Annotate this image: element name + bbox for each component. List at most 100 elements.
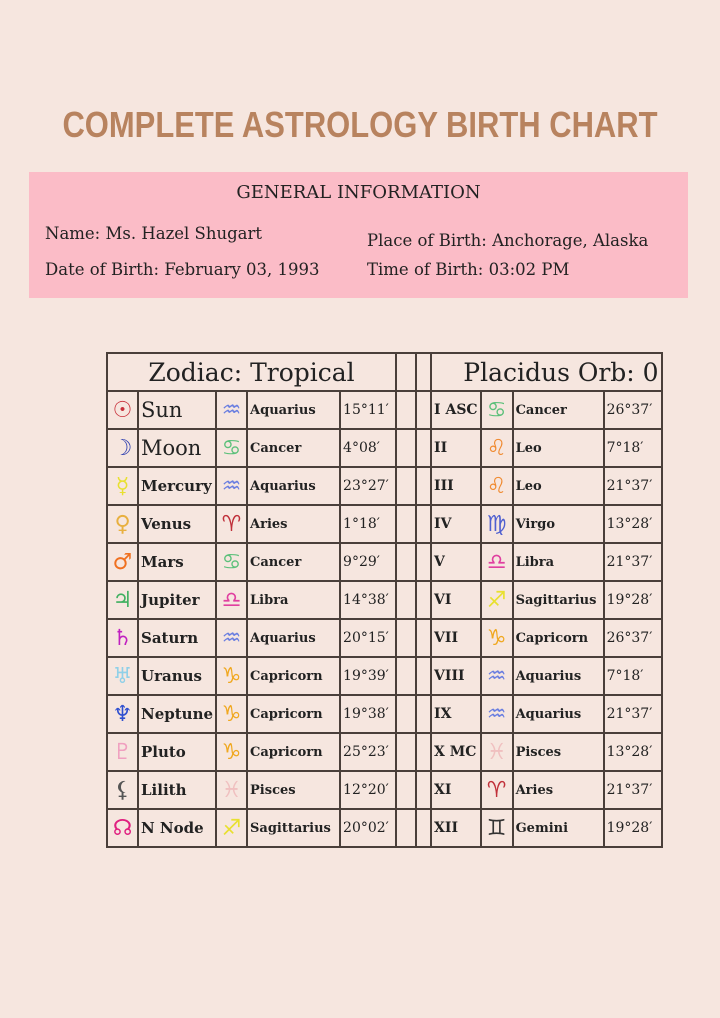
house-number: V: [430, 542, 482, 582]
table-row: ♇︎ Pluto ♑︎ Capricorn 25°23′ X MC ♓︎ Pisces 13°2…: [106, 732, 663, 772]
house-degree: 21°37′: [602, 770, 663, 810]
planet-name: Mars: [136, 542, 218, 582]
sun-icon: ☉︎: [106, 390, 139, 430]
empty-cell: [395, 770, 418, 810]
spacer-cell: [415, 618, 433, 658]
pisces-icon: ♓︎: [479, 732, 514, 772]
planet-name: N Node: [136, 808, 218, 848]
house-degree: 19°28′: [602, 580, 663, 620]
capricorn-icon: ♑︎: [215, 694, 249, 734]
planet-degree: 4°08′: [339, 428, 398, 468]
house-sign: Pisces: [511, 732, 605, 772]
general-information-panel: GENERAL INFORMATION Name: Ms. Hazel Shug…: [29, 172, 688, 298]
house-number: XII: [430, 808, 482, 848]
aquarius-icon: ♒︎: [479, 694, 514, 734]
house-sign: Sagittarius: [511, 580, 605, 620]
planet-sign: Sagittarius: [246, 808, 342, 848]
capricorn-icon: ♑︎: [215, 656, 249, 696]
planet-degree: 12°20′: [339, 770, 398, 810]
spacer-cell: [415, 732, 433, 772]
spacer-cell: [415, 504, 433, 544]
empty-cell: [395, 466, 418, 506]
planet-name: Moon: [136, 428, 218, 468]
cancer-icon: ♋︎: [479, 390, 514, 430]
house-degree: 13°28′: [602, 504, 663, 544]
planet-name: Sun: [136, 390, 218, 430]
spacer-cell: [415, 428, 433, 468]
house-number: III: [430, 466, 482, 506]
planet-degree: 14°38′: [339, 580, 398, 620]
planet-degree: 20°02′: [339, 808, 398, 848]
planet-degree: 15°11′: [339, 390, 398, 430]
table-row: ☊︎ N Node ♐︎ Sagittarius 20°02′ XII ♊︎ Gemini 19…: [106, 808, 663, 848]
empty-cell: [395, 542, 418, 582]
empty-cell: [395, 808, 418, 848]
capricorn-icon: ♑︎: [479, 618, 514, 658]
house-sign: Libra: [511, 542, 605, 582]
planet-name: Lilith: [136, 770, 218, 810]
planet-sign: Aquarius: [246, 466, 342, 506]
cancer-icon: ♋︎: [215, 428, 249, 468]
planet-degree: 19°38′: [339, 694, 398, 734]
house-degree: 21°37′: [602, 694, 663, 734]
planet-sign: Cancer: [246, 542, 342, 582]
uranus-icon: ♅︎: [106, 656, 139, 696]
empty-cell: [395, 580, 418, 620]
house-degree: 13°28′: [602, 732, 663, 772]
house-number: VI: [430, 580, 482, 620]
house-sign: Aquarius: [511, 694, 605, 734]
table-row: ♅︎ Uranus ♑︎ Capricorn 19°39′ VIII ♒︎ Aquarius 7…: [106, 656, 663, 696]
house-degree: 7°18′: [602, 428, 663, 468]
saturn-icon: ♄︎: [106, 618, 139, 658]
house-number: II: [430, 428, 482, 468]
aquarius-icon: ♒︎: [215, 466, 249, 506]
table-row: ♄︎ Saturn ♒︎ Aquarius 20°15′ VII ♑︎ Capricorn 26…: [106, 618, 663, 658]
gemini-icon: ♊︎: [479, 808, 514, 848]
planet-sign: Aquarius: [246, 618, 342, 658]
planet-sign: Cancer: [246, 428, 342, 468]
house-degree: 21°37′: [602, 542, 663, 582]
house-number: IV: [430, 504, 482, 544]
table-row: ♃︎ Jupiter ♎︎ Libra 14°38′ VI ♐︎ Sagittarius 19°…: [106, 580, 663, 620]
planet-name: Pluto: [136, 732, 218, 772]
pluto-icon: ♇︎: [106, 732, 139, 772]
name-field: Name: Ms. Hazel Shugart: [45, 224, 263, 243]
table-row: ♆︎ Neptune ♑︎ Capricorn 19°38′ IX ♒︎ Aquarius 21…: [106, 694, 663, 734]
house-number: XI: [430, 770, 482, 810]
planet-sign: Capricorn: [246, 694, 342, 734]
empty-cell: [395, 694, 418, 734]
mars-icon: ♂︎: [106, 542, 139, 582]
place-of-birth-field: Place of Birth: Anchorage, Alaska: [367, 231, 649, 250]
planet-degree: 9°29′: [339, 542, 398, 582]
planet-sign: Libra: [246, 580, 342, 620]
aquarius-icon: ♒︎: [215, 618, 249, 658]
lilith-icon: ⚸︎: [106, 770, 139, 810]
empty-cell: [395, 504, 418, 544]
planet-sign: Aquarius: [246, 390, 342, 430]
aquarius-icon: ♒︎: [479, 656, 514, 696]
table-row: ☽︎ Moon ♋︎ Cancer 4°08′ II ♌︎ Leo 7°18′: [106, 428, 663, 468]
leo-icon: ♌︎: [479, 466, 514, 506]
house-sign: Cancer: [511, 390, 605, 430]
placidus-header: Placidus Orb: 0: [430, 352, 663, 392]
cancer-icon: ♋︎: [215, 542, 249, 582]
table-row: ☉︎ Sun ♒︎ Aquarius 15°11′ I ASC ♋︎ Cancer 26°37′: [106, 390, 663, 430]
spacer-cell: [415, 808, 433, 848]
spacer-cell: [415, 694, 433, 734]
house-sign: Gemini: [511, 808, 605, 848]
sagittarius-icon: ♐︎: [479, 580, 514, 620]
house-number: IX: [430, 694, 482, 734]
house-number: I ASC: [430, 390, 482, 430]
planet-name: Jupiter: [136, 580, 218, 620]
spacer-cell: [415, 580, 433, 620]
empty-cell: [395, 390, 418, 430]
house-degree: 7°18′: [602, 656, 663, 696]
table-row: ☿︎ Mercury ♒︎ Aquarius 23°27′ III ♌︎ Leo 21°37′: [106, 466, 663, 506]
north-node-icon: ☊︎: [106, 808, 139, 848]
neptune-icon: ♆︎: [106, 694, 139, 734]
libra-icon: ♎︎: [215, 580, 249, 620]
pisces-icon: ♓︎: [215, 770, 249, 810]
house-sign: Leo: [511, 428, 605, 468]
planet-degree: 19°39′: [339, 656, 398, 696]
house-degree: 21°37′: [602, 466, 663, 506]
